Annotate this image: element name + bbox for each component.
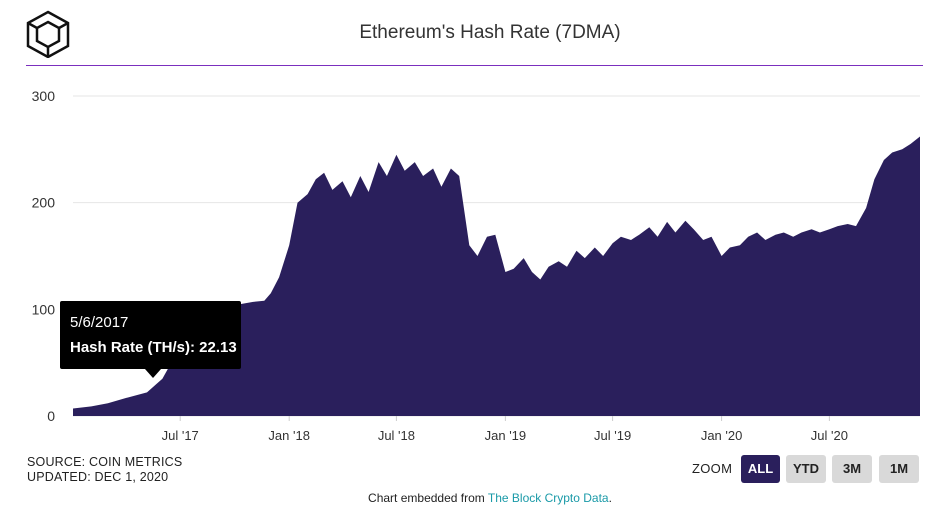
x-tick-label: Jul '20 xyxy=(811,428,848,443)
source-line: SOURCE: COIN METRICS xyxy=(27,455,183,469)
embed-footer: Chart embedded from The Block Crypto Dat… xyxy=(0,491,940,505)
updated-line: UPDATED: DEC 1, 2020 xyxy=(27,470,169,484)
x-tick-label: Jul '19 xyxy=(594,428,631,443)
tooltip-pointer xyxy=(145,369,161,378)
chart-tooltip: 5/6/2017 Hash Rate (TH/s): 22.13 xyxy=(60,301,241,369)
y-tick-label: 300 xyxy=(32,88,56,104)
source-info: SOURCE: COIN METRICS UPDATED: DEC 1, 202… xyxy=(27,455,182,485)
zoom-all-button[interactable]: ALL xyxy=(741,455,780,483)
zoom-1m-button[interactable]: 1M xyxy=(879,455,919,483)
y-tick-label: 200 xyxy=(32,195,56,211)
chart-title: Ethereum's Hash Rate (7DMA) xyxy=(359,22,621,43)
zoom-ytd-button[interactable]: YTD xyxy=(786,455,826,483)
hash-rate-area[interactable] xyxy=(73,136,920,417)
tooltip-value: Hash Rate (TH/s): 22.13 xyxy=(70,339,237,356)
y-tick-label: 100 xyxy=(32,301,56,317)
the-block-logo[interactable] xyxy=(26,10,70,58)
title-divider xyxy=(26,65,923,66)
footer-suffix: . xyxy=(608,491,612,505)
x-tick-label: Jan '19 xyxy=(485,428,527,443)
x-tick-label: Jul '17 xyxy=(162,428,199,443)
hash-rate-area-chart[interactable]: 0 100 200 300 Jul '17 Jan '18 Jul '18 Jan '19 Ju… xyxy=(0,70,940,450)
x-tick-label: Jan '18 xyxy=(268,428,310,443)
y-tick-label: 0 xyxy=(47,408,55,424)
footer-prefix: Chart embedded from xyxy=(368,491,488,505)
x-tick-label: Jan '20 xyxy=(701,428,743,443)
tooltip-date: 5/6/2017 xyxy=(70,314,129,331)
x-tick-label: Jul '18 xyxy=(378,428,415,443)
the-block-data-link[interactable]: The Block Crypto Data xyxy=(487,491,609,505)
zoom-label: ZOOM xyxy=(692,461,733,476)
zoom-3m-button[interactable]: 3M xyxy=(832,455,872,483)
